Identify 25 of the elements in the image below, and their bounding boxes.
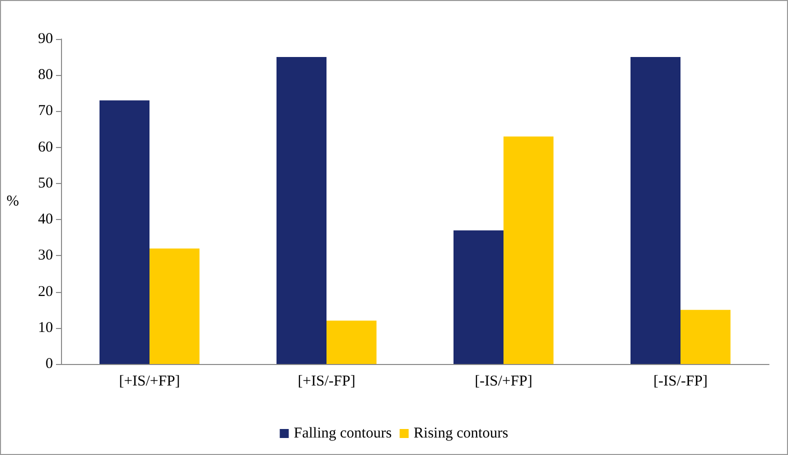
x-tick-label: [+IS/+FP] <box>118 374 180 390</box>
legend-label: Rising contours <box>414 426 508 442</box>
x-tick-label: [+IS/-FP] <box>298 374 356 390</box>
bar <box>454 230 504 364</box>
y-tick-label: 90 <box>38 31 53 47</box>
bar <box>276 57 326 364</box>
bar <box>630 57 680 364</box>
bar <box>100 100 150 364</box>
y-tick-label: 20 <box>38 284 53 300</box>
x-tick-label: [-IS/-FP] <box>653 374 708 390</box>
bar <box>504 136 554 364</box>
y-tick-label: 0 <box>46 356 53 372</box>
y-tick-label: 70 <box>38 103 53 120</box>
bar <box>680 310 730 364</box>
y-tick-label: 40 <box>38 212 53 228</box>
y-tick-label: 60 <box>38 139 53 156</box>
x-tick-label: [-IS/+FP] <box>474 374 532 390</box>
y-tick-label: 50 <box>38 175 53 192</box>
y-tick-label: 80 <box>38 67 53 84</box>
y-tick-label: 10 <box>38 320 53 336</box>
bar <box>150 248 200 364</box>
legend-label: Falling contours <box>294 426 392 442</box>
y-axis-title: % <box>6 194 19 210</box>
y-tick-label: 30 <box>38 248 53 264</box>
bar <box>326 320 376 364</box>
